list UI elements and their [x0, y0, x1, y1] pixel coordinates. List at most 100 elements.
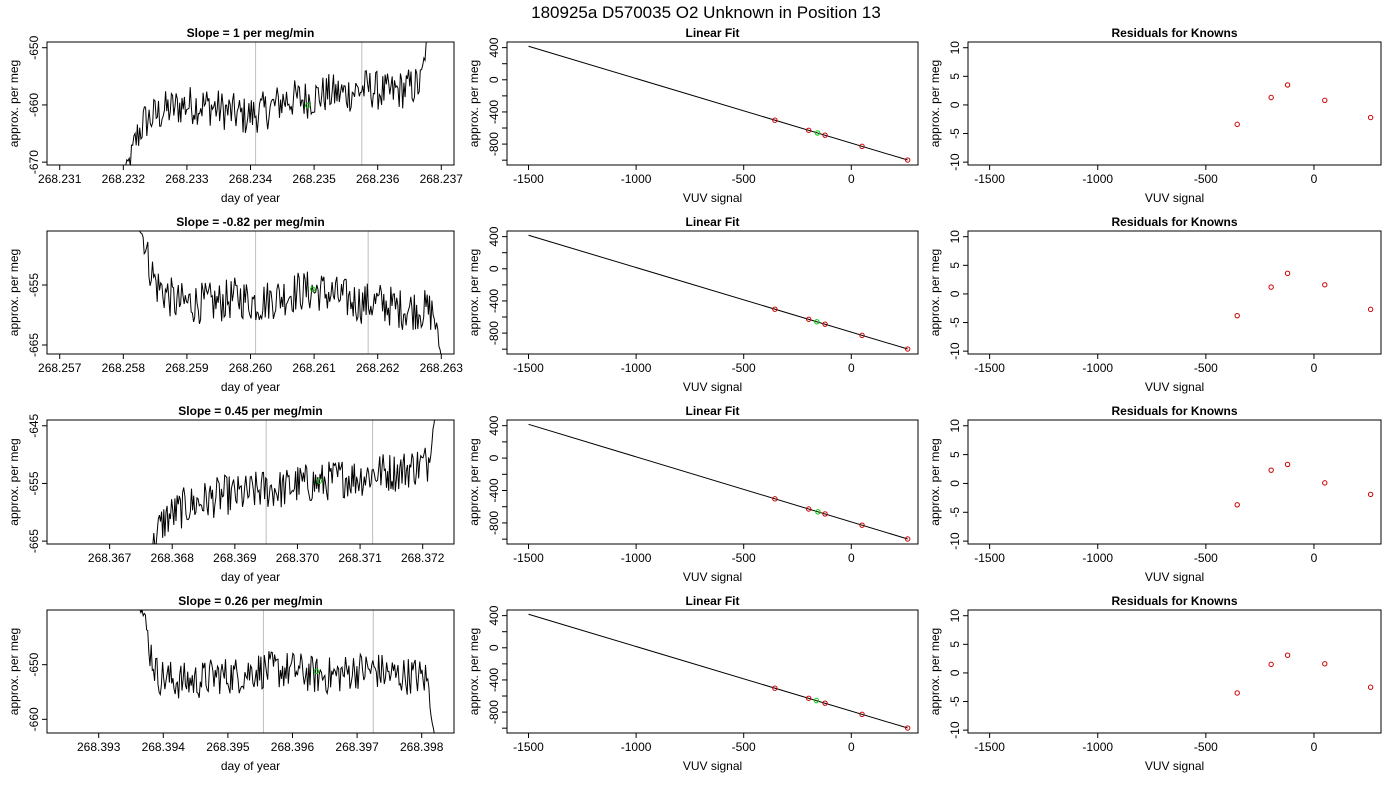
y-tick-label: 400 — [487, 605, 501, 625]
y-axis-label: approx. per meg — [467, 438, 481, 525]
data-trace — [125, 42, 427, 165]
y-tick-label: -400 — [487, 289, 501, 313]
known-point — [772, 306, 778, 312]
y-tick-label: -800 — [487, 321, 501, 345]
x-tick-label: 268.234 — [229, 172, 273, 186]
plot-frame — [967, 419, 1382, 545]
x-tick-label: 268.396 — [271, 740, 315, 754]
y-tick-label: 10 — [948, 230, 962, 244]
residual-point — [1322, 282, 1328, 288]
known-point — [772, 496, 778, 502]
panel-title: Slope = -0.82 per meg/min — [176, 215, 324, 229]
unknown-point — [310, 286, 316, 292]
residual-point — [1268, 467, 1274, 473]
x-tick-label: -1000 — [621, 172, 652, 186]
x-tick-label: 268.263 — [420, 361, 464, 375]
panel-4-3: Residuals for Knowns VUV signal approx. pe… — [928, 594, 1382, 773]
panel-2-3: Residuals for Knowns VUV signal approx. pe… — [928, 215, 1382, 394]
known-point — [822, 511, 828, 517]
y-tick-label: 400 — [487, 37, 501, 57]
x-tick-label: 268.261 — [292, 361, 336, 375]
y-tick-label: 10 — [948, 41, 962, 55]
x-tick-label: -1500 — [513, 361, 544, 375]
x-tick-label: 268.397 — [335, 740, 379, 754]
x-tick-label: 268.398 — [400, 740, 444, 754]
x-tick-label: 0 — [1311, 551, 1318, 565]
x-tick-label: 268.395 — [206, 740, 250, 754]
y-tick-label: 0 — [948, 290, 962, 297]
plot-area — [528, 45, 911, 163]
y-tick-label: 0 — [487, 454, 501, 461]
panel-3-3: Residuals for Knowns VUV signal approx. pe… — [928, 404, 1382, 584]
x-tick-label: 268.235 — [292, 172, 336, 186]
x-axis-label: day of year — [221, 759, 280, 773]
y-tick-label: -400 — [487, 100, 501, 124]
plot-frame — [506, 230, 919, 355]
y-tick-label: -10 — [948, 153, 962, 171]
panel-title: Residuals for Knowns — [1111, 215, 1237, 229]
panel-title: Linear Fit — [685, 594, 739, 608]
x-axis-label: VUV signal — [1145, 570, 1204, 584]
y-tick-label: -5 — [948, 317, 962, 328]
unknown-point — [313, 668, 320, 674]
y-tick-label: -800 — [487, 700, 501, 724]
x-tick-label: -500 — [732, 740, 756, 754]
y-tick-label: 0 — [487, 265, 501, 272]
x-tick-label: -1000 — [1082, 172, 1113, 186]
plot-frame — [46, 609, 455, 734]
x-axis-label: VUV signal — [683, 570, 742, 584]
x-tick-label: -1000 — [621, 740, 652, 754]
panels: Slope = 1 per meg/min day of year approx. … — [7, 26, 1382, 773]
y-tick-label: -655 — [27, 273, 41, 297]
y-tick-label: -5 — [948, 696, 962, 707]
residual-point — [1322, 480, 1328, 486]
x-axis-label: VUV signal — [683, 759, 742, 773]
y-axis-label: approx. per meg — [928, 628, 942, 715]
plot-frame — [506, 41, 919, 166]
x-axis-label: VUV signal — [683, 380, 742, 394]
y-axis-label: approx. per meg — [7, 60, 21, 147]
plot-area — [1234, 270, 1374, 319]
x-tick-label: -500 — [1194, 172, 1218, 186]
x-axis-label: day of year — [221, 380, 280, 394]
known-point — [859, 332, 865, 339]
y-tick-label: -10 — [948, 721, 962, 739]
x-tick-label: -1000 — [621, 551, 652, 565]
x-tick-label: 268.368 — [151, 551, 195, 565]
x-axis-label: VUV signal — [683, 191, 742, 205]
x-tick-label: -1500 — [974, 740, 1005, 754]
x-tick-label: 268.367 — [88, 551, 132, 565]
y-tick-label: 0 — [948, 101, 962, 108]
unknown-point — [815, 509, 821, 515]
known-point — [904, 725, 911, 731]
y-tick-label: -665 — [27, 529, 41, 553]
residual-point — [1234, 121, 1240, 128]
plot-frame — [506, 609, 919, 734]
x-tick-label: -1500 — [974, 361, 1005, 375]
residual-point — [1234, 312, 1240, 319]
x-tick-label: -1500 — [513, 740, 544, 754]
y-tick-label: 400 — [487, 415, 501, 435]
panel-title: Slope = 0.26 per meg/min — [178, 594, 322, 608]
panel-2-1: Slope = -0.82 per meg/min day of year appr… — [7, 215, 463, 394]
panel-3-1: Slope = 0.45 per meg/min day of year appro… — [7, 404, 455, 584]
x-tick-label: 268.258 — [102, 361, 146, 375]
panel-title: Linear Fit — [685, 404, 739, 418]
y-tick-label: 0 — [948, 669, 962, 676]
x-tick-label: 268.394 — [142, 740, 186, 754]
x-tick-label: -500 — [732, 172, 756, 186]
known-point — [805, 506, 812, 512]
residual-point — [1367, 491, 1374, 498]
plot-frame — [506, 419, 919, 545]
plot-frame — [46, 419, 455, 545]
unknown-point — [316, 478, 323, 484]
plot-frame — [967, 230, 1382, 355]
x-tick-label: -1000 — [1082, 551, 1113, 565]
x-axis-label: VUV signal — [1145, 191, 1204, 205]
known-point — [904, 157, 911, 163]
x-tick-label: 268.237 — [420, 172, 464, 186]
y-tick-label: 10 — [948, 419, 962, 433]
x-tick-label: -500 — [1194, 740, 1218, 754]
known-point — [822, 700, 828, 706]
y-tick-label: -665 — [27, 333, 41, 357]
